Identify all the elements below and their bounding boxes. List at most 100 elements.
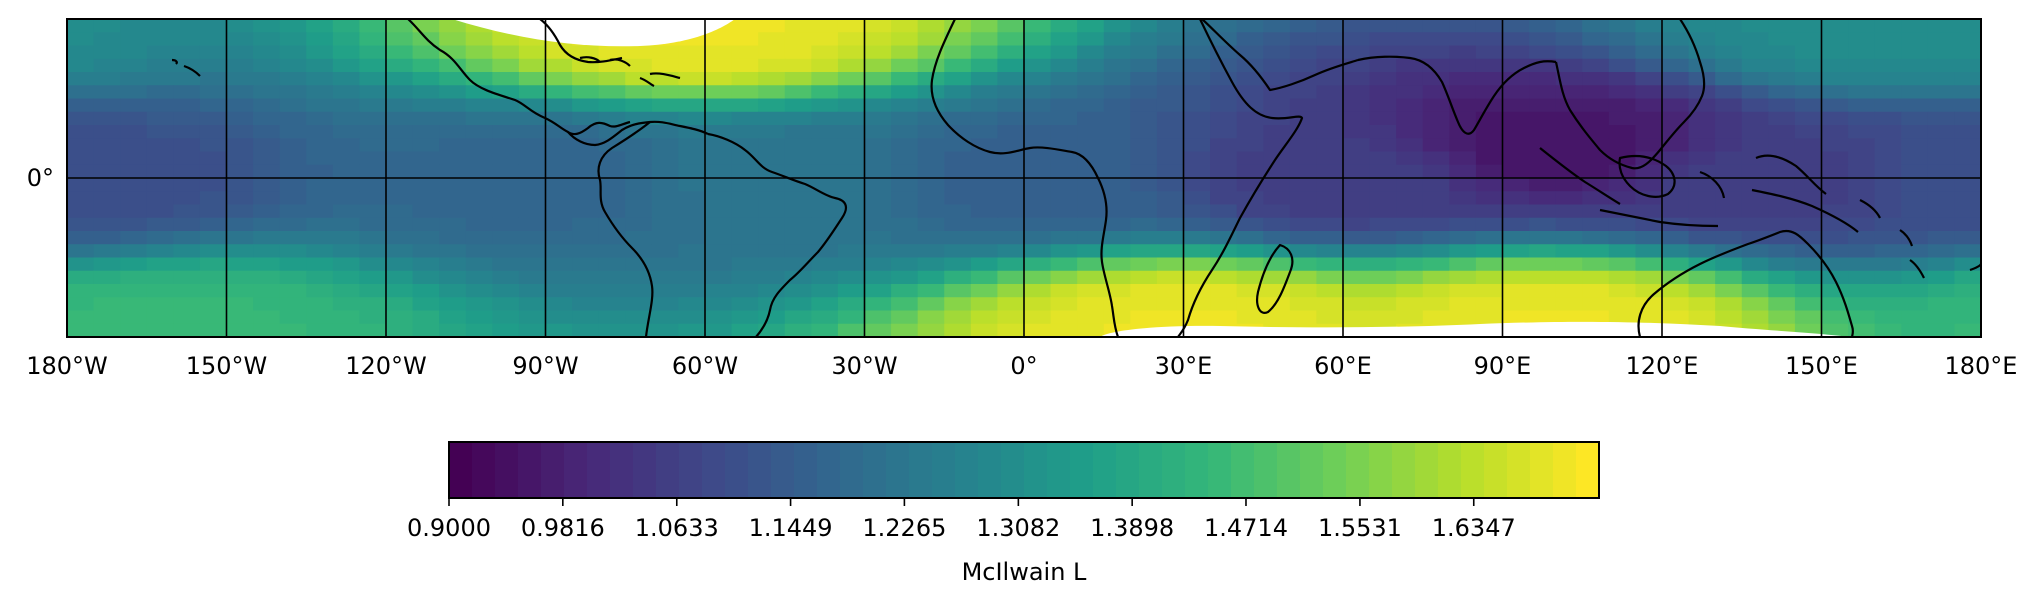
- heatmap-cell: [864, 85, 892, 100]
- longitude-tick-label: 150°E: [1785, 352, 1858, 380]
- heatmap-cell: [199, 72, 228, 86]
- heatmap-cell: [146, 58, 174, 73]
- heatmap-cell: [279, 85, 307, 100]
- colorbar-tick-label: 1.2265: [862, 514, 946, 542]
- heatmap-cell: [651, 98, 680, 113]
- heatmap-cell: [120, 191, 148, 206]
- heatmap-cell: [837, 284, 866, 298]
- heatmap-cell: [651, 310, 680, 325]
- heatmap-cell: [1901, 204, 1929, 219]
- heatmap-cell: [146, 244, 174, 259]
- heatmap-cell: [306, 72, 334, 86]
- heatmap-cell: [1183, 244, 1211, 259]
- heatmap-cell: [572, 85, 600, 100]
- heatmap-cell: [1077, 178, 1105, 192]
- heatmap-cell: [93, 217, 121, 232]
- heatmap-cell: [1529, 217, 1557, 232]
- heatmap-cell: [1635, 111, 1663, 126]
- heatmap-cell: [1263, 32, 1291, 47]
- heatmap-cell: [1635, 138, 1663, 153]
- heatmap-cell: [944, 125, 972, 139]
- heatmap-cell: [917, 98, 945, 113]
- heatmap-cell: [1130, 45, 1158, 60]
- heatmap-cell: [359, 164, 387, 179]
- heatmap-cell: [731, 45, 759, 60]
- heatmap-cell: [970, 204, 999, 219]
- heatmap-cell: [412, 98, 440, 113]
- heatmap-cell: [1449, 98, 1477, 113]
- heatmap-cell: [1715, 85, 1743, 100]
- heatmap-cell: [811, 191, 839, 206]
- heatmap-cell: [1077, 270, 1105, 285]
- heatmap-cell: [1130, 19, 1158, 33]
- heatmap-cell: [1343, 191, 1371, 206]
- colorbar-band: [633, 442, 657, 498]
- heatmap-cell: [997, 191, 1025, 206]
- heatmap-cell: [1263, 284, 1291, 298]
- heatmap-cell: [731, 257, 759, 272]
- heatmap-cell: [359, 45, 387, 60]
- heatmap-cell: [1316, 164, 1344, 179]
- heatmap-cell: [731, 32, 759, 47]
- colorbar-band: [518, 442, 542, 498]
- no-data-north-atlantic: [452, 19, 735, 47]
- heatmap-cell: [678, 231, 706, 245]
- heatmap-cell: [93, 297, 121, 312]
- heatmap-cell: [1263, 72, 1291, 86]
- heatmap-cell: [917, 58, 945, 73]
- heatmap-cell: [1768, 58, 1796, 73]
- heatmap-cell: [678, 297, 706, 312]
- heatmap-cell: [1901, 284, 1929, 298]
- heatmap-cell: [279, 297, 307, 312]
- heatmap-cell: [173, 217, 201, 232]
- heatmap-cell: [1901, 138, 1929, 153]
- heatmap-cell: [1449, 217, 1477, 232]
- heatmap-cell: [891, 58, 919, 73]
- heatmap-cell: [731, 270, 759, 285]
- heatmap-cell: [1210, 111, 1238, 126]
- heatmap-cell: [864, 58, 892, 73]
- heatmap-cell: [1396, 151, 1424, 166]
- heatmap-cell: [1874, 297, 1902, 312]
- heatmap-cell: [1821, 19, 1849, 33]
- heatmap-cell: [545, 125, 573, 139]
- heatmap-cell: [67, 284, 95, 298]
- heatmap-cell: [678, 72, 706, 86]
- heatmap-cell: [226, 164, 254, 179]
- heatmap-cell: [412, 138, 440, 153]
- heatmap-cell: [1263, 58, 1291, 73]
- heatmap-cell: [465, 111, 493, 126]
- heatmap-cell: [279, 138, 307, 153]
- heatmap-cell: [439, 297, 467, 312]
- heatmap-cell: [598, 257, 626, 272]
- heatmap-cell: [1024, 32, 1052, 47]
- heatmap-cell: [1077, 45, 1105, 60]
- heatmap-cell: [1927, 138, 1956, 153]
- colorbar-band: [449, 442, 473, 498]
- heatmap-cell: [1475, 58, 1504, 73]
- heatmap-cell: [1369, 58, 1397, 73]
- heatmap-cell: [359, 231, 387, 245]
- heatmap-cell: [465, 231, 493, 245]
- heatmap-cell: [1502, 125, 1530, 139]
- heatmap-cell: [1289, 217, 1318, 232]
- heatmap-cell: [1582, 178, 1610, 192]
- heatmap-cell: [572, 310, 600, 325]
- heatmap-cell: [226, 19, 254, 33]
- heatmap-cell: [1529, 98, 1557, 113]
- heatmap-cell: [572, 98, 600, 113]
- heatmap-cell: [1715, 72, 1743, 86]
- heatmap-cell: [1954, 138, 1981, 153]
- heatmap-cell: [811, 310, 839, 325]
- heatmap-cell: [1555, 98, 1583, 113]
- heatmap-cell: [758, 58, 786, 73]
- heatmap-cell: [1475, 310, 1504, 325]
- heatmap-cell: [705, 45, 733, 60]
- heatmap-cell: [731, 138, 759, 153]
- heatmap-cell: [93, 257, 121, 272]
- heatmap-cell: [1422, 284, 1450, 298]
- heatmap-cell: [1236, 164, 1264, 179]
- heatmap-cell: [1954, 111, 1981, 126]
- heatmap-cell: [1422, 45, 1450, 60]
- colorbar-band: [725, 442, 749, 498]
